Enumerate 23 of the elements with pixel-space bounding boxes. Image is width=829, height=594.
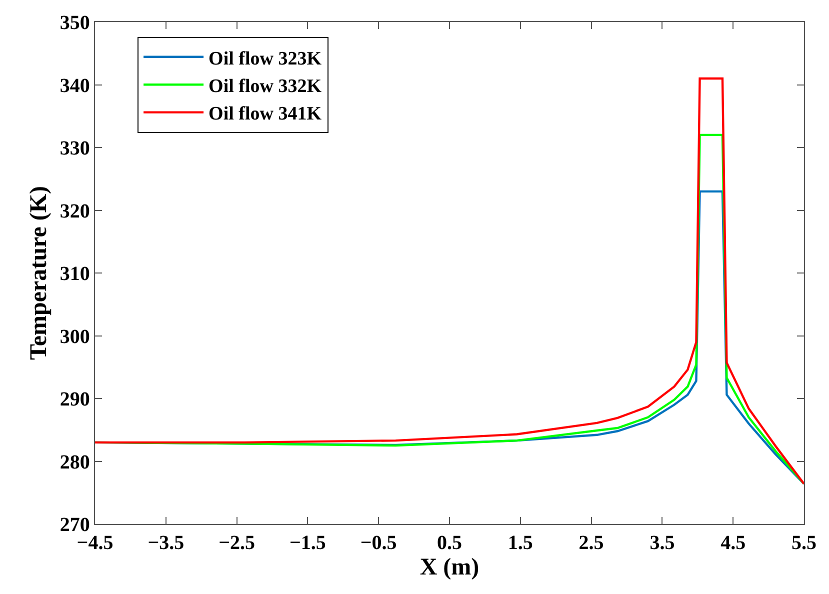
x-tick-label: 2.5 — [578, 532, 604, 554]
x-tick-label: −2.5 — [218, 532, 256, 554]
x-tick-label: 1.5 — [508, 532, 533, 554]
x-tick-label: 3.5 — [650, 532, 675, 554]
y-axis-title: Temperature (K) — [26, 186, 52, 360]
y-tick-label: 290 — [60, 388, 90, 410]
legend-label: Oil flow 323K — [208, 48, 322, 70]
y-tick-label: 350 — [60, 12, 90, 34]
y-tick-label: 310 — [60, 263, 90, 285]
x-tick-label: 4.5 — [720, 532, 746, 554]
legend-label: Oil flow 332K — [208, 76, 322, 98]
legend-label: Oil flow 341K — [208, 104, 322, 125]
y-tick-label: 280 — [60, 451, 90, 474]
x-tick-label: 5.5 — [792, 532, 816, 554]
y-tick-label: 320 — [60, 200, 90, 222]
x-tick-label: −0.5 — [360, 532, 397, 554]
x-tick-label: 0.5 — [437, 532, 462, 554]
x-tick-label: −1.5 — [289, 532, 326, 554]
y-tick-label: 330 — [60, 138, 90, 160]
x-tick-label: −3.5 — [148, 532, 184, 554]
y-tick-label: 340 — [60, 74, 90, 97]
y-tick-label: 300 — [60, 326, 90, 348]
x-axis-title: X (m) — [420, 554, 480, 580]
